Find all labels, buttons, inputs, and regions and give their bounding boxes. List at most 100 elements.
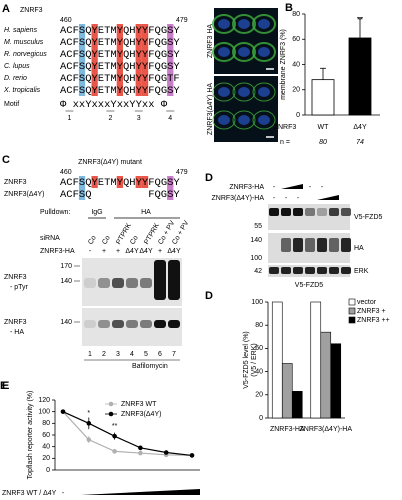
row-name: ZNRF3(Δ4Y)-HA bbox=[211, 195, 264, 202]
data-point bbox=[189, 453, 195, 458]
sequence: ACFSQ bbox=[60, 189, 92, 201]
residue-highlight bbox=[167, 24, 174, 36]
blot-band bbox=[84, 320, 96, 328]
minus-sign: - bbox=[285, 195, 288, 202]
nucleus bbox=[258, 19, 270, 29]
residue-highlight bbox=[78, 48, 86, 60]
x-tick-label: ZNRF3(Δ4Y)-HA bbox=[299, 426, 352, 433]
residue-highlight bbox=[167, 48, 174, 60]
minus-sign: - bbox=[309, 184, 312, 191]
residue-highlight bbox=[167, 72, 174, 84]
species-name: D. rerio bbox=[4, 75, 27, 82]
species-name: C. lupus bbox=[4, 63, 30, 70]
lane-number: 3 bbox=[116, 351, 120, 358]
y-tick-label: 100 bbox=[38, 409, 50, 416]
residue-highlight bbox=[116, 24, 123, 36]
residue-highlight bbox=[135, 84, 142, 96]
y-tick-label: 0 bbox=[46, 467, 50, 474]
mw-marker: 55 bbox=[254, 223, 262, 230]
nucleus bbox=[238, 87, 250, 97]
construct: Δ4Y bbox=[139, 248, 153, 255]
blot-band bbox=[305, 238, 315, 252]
blot-band bbox=[317, 238, 327, 252]
n-value: 74 bbox=[356, 139, 364, 146]
minus-sign: - bbox=[321, 184, 324, 191]
blot-band bbox=[112, 278, 124, 288]
bar bbox=[291, 391, 303, 419]
construct: + bbox=[116, 248, 120, 255]
residue-highlight bbox=[91, 48, 98, 60]
sequence: FQGSY bbox=[148, 189, 180, 201]
data-point bbox=[112, 433, 117, 439]
motif-number: 2 bbox=[108, 115, 112, 122]
blot-band bbox=[341, 267, 351, 274]
mw-marker: 170 bbox=[60, 263, 72, 270]
x-tick-label: Δ4Y bbox=[353, 124, 367, 131]
residue-highlight bbox=[141, 36, 149, 48]
residue-highlight bbox=[91, 60, 98, 72]
lane-number: 7 bbox=[172, 351, 176, 358]
bar bbox=[271, 301, 283, 419]
mw-marker: 100 bbox=[250, 255, 262, 262]
y-tick-label: 20 bbox=[42, 455, 50, 462]
minus-sign: - bbox=[297, 195, 300, 202]
series-line bbox=[62, 411, 193, 457]
legend-swatch bbox=[348, 307, 356, 315]
blot-band bbox=[317, 267, 327, 274]
residue-highlight bbox=[141, 60, 149, 72]
cell-membrane bbox=[212, 42, 236, 62]
motif-number: 1 bbox=[67, 115, 71, 122]
residue-highlight bbox=[78, 84, 86, 96]
blot-band bbox=[98, 320, 110, 328]
n-value: 80 bbox=[319, 139, 327, 146]
y-tick-label: 40 bbox=[292, 61, 300, 68]
blot-label: ERK bbox=[354, 268, 369, 275]
blot-band bbox=[329, 267, 339, 274]
blot-band bbox=[140, 320, 152, 328]
blot-band bbox=[269, 267, 279, 274]
legend-swatch bbox=[348, 298, 356, 306]
dose-wedge bbox=[281, 184, 303, 189]
minus-sign: - bbox=[273, 184, 276, 191]
blot-label: ZNRF3 bbox=[4, 319, 27, 326]
minus-sign: - bbox=[273, 195, 276, 202]
blot-band bbox=[154, 320, 166, 328]
blot-band bbox=[329, 208, 339, 216]
lane-number: 6 bbox=[158, 351, 162, 358]
blot-band bbox=[112, 320, 124, 328]
sequence: ACFSQYETMYQHYYFQGSY bbox=[60, 177, 180, 189]
construct: + bbox=[102, 248, 106, 255]
pulldown: IgG bbox=[91, 209, 102, 216]
bar bbox=[310, 301, 322, 419]
residue-highlight bbox=[135, 24, 142, 36]
blot-label: V5-FZD5 bbox=[354, 214, 383, 221]
residue-highlight bbox=[78, 176, 86, 188]
blot-label: HA bbox=[354, 245, 364, 252]
blot-label: - pTyr bbox=[10, 284, 29, 291]
nucleus bbox=[258, 115, 270, 125]
y-tick-label: 20 bbox=[255, 392, 263, 399]
residue-highlight bbox=[116, 48, 123, 60]
blot-label: ZNRF3 bbox=[4, 274, 27, 281]
blot-band bbox=[329, 238, 339, 252]
sirna: Co bbox=[87, 235, 98, 246]
y-tick-label: 80 bbox=[42, 420, 50, 427]
legend-label: ZNRF3 WT bbox=[121, 401, 157, 408]
data-point bbox=[138, 450, 143, 456]
legend-marker bbox=[108, 401, 114, 407]
blot-band bbox=[168, 260, 180, 300]
motif-number: 4 bbox=[168, 115, 172, 122]
blot-band bbox=[281, 267, 291, 274]
y-tick-label: 80 bbox=[255, 322, 263, 329]
sirna: Co bbox=[129, 235, 140, 246]
cell-membrane bbox=[232, 42, 256, 62]
bar bbox=[320, 331, 332, 419]
residue-highlight bbox=[78, 36, 86, 48]
y-axis-label: membrane ZNRF3 (%) bbox=[280, 29, 287, 100]
y-axis-label: Topflash reporter activity (%) bbox=[27, 391, 34, 480]
blot-band bbox=[293, 267, 303, 274]
cell-membrane bbox=[232, 82, 256, 102]
pulldown-label: Pulldown: bbox=[40, 209, 70, 216]
blot-band bbox=[84, 278, 96, 288]
y-axis-label: (V5 / ERK) bbox=[251, 343, 258, 376]
